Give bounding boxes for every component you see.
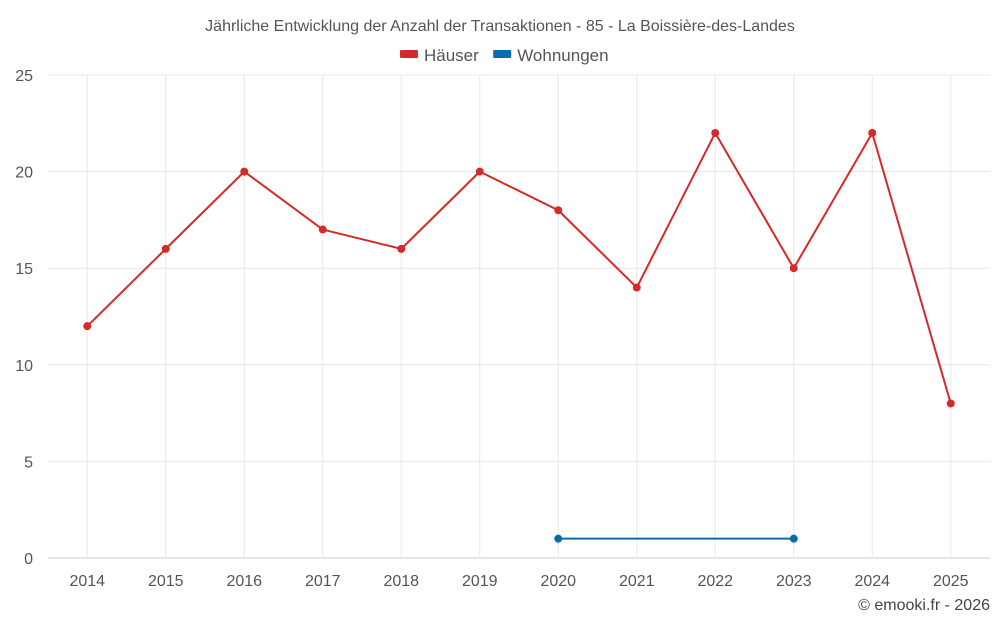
data-point[interactable] [789,264,798,273]
x-tick-label: 2020 [540,573,576,590]
data-point[interactable] [475,167,484,176]
x-tick-label: 2022 [697,573,733,590]
data-point[interactable] [946,399,955,408]
credit-text: © emooki.fr - 2026 [858,597,990,614]
x-axis: 2014 2015 2016 2017 2018 2019 2020 2021 2022 2023… [69,573,968,590]
x-tick-label: 2025 [933,573,969,590]
series-line [86,131,952,404]
y-tick-label: 10 [15,358,33,375]
legend-item[interactable]: Wohnungen [493,46,609,65]
y-axis: 0 5 10 15 20 25 [15,68,33,568]
series-layer [83,128,955,543]
grid [48,74,990,559]
x-tick-label: 2021 [619,573,655,590]
x-tick-label: 2024 [854,573,890,590]
data-point[interactable] [868,128,877,137]
data-point[interactable] [632,283,641,292]
chart-title: Jährliche Entwicklung der Anzahl der Tra… [205,18,795,35]
x-tick-label: 2017 [305,573,341,590]
data-point[interactable] [318,225,327,234]
legend-item[interactable]: Häuser [400,46,479,65]
legend-label: Häuser [424,46,479,65]
legend: Häuser Wohnungen [400,46,609,65]
data-point[interactable] [240,167,249,176]
y-tick-label: 0 [24,551,33,568]
data-point[interactable] [554,206,563,215]
y-tick-label: 25 [15,68,33,85]
data-point[interactable] [789,534,798,543]
x-tick-label: 2018 [383,573,419,590]
legend-swatch [493,50,512,58]
y-tick-label: 15 [15,261,33,278]
data-point[interactable] [397,244,406,253]
data-point[interactable] [161,244,170,253]
legend-swatch [400,50,418,58]
series-0 [83,128,955,408]
x-tick-label: 2014 [69,573,105,590]
x-tick-label: 2019 [462,573,498,590]
legend-label: Wohnungen [517,46,608,65]
x-tick-label: 2015 [148,573,184,590]
data-point[interactable] [554,534,563,543]
y-tick-label: 5 [24,454,33,471]
x-tick-label: 2016 [226,573,262,590]
data-point[interactable] [83,322,92,331]
series-1 [554,534,798,543]
x-tick-label: 2023 [776,573,812,590]
y-tick-label: 20 [15,165,33,182]
data-point[interactable] [711,128,720,137]
